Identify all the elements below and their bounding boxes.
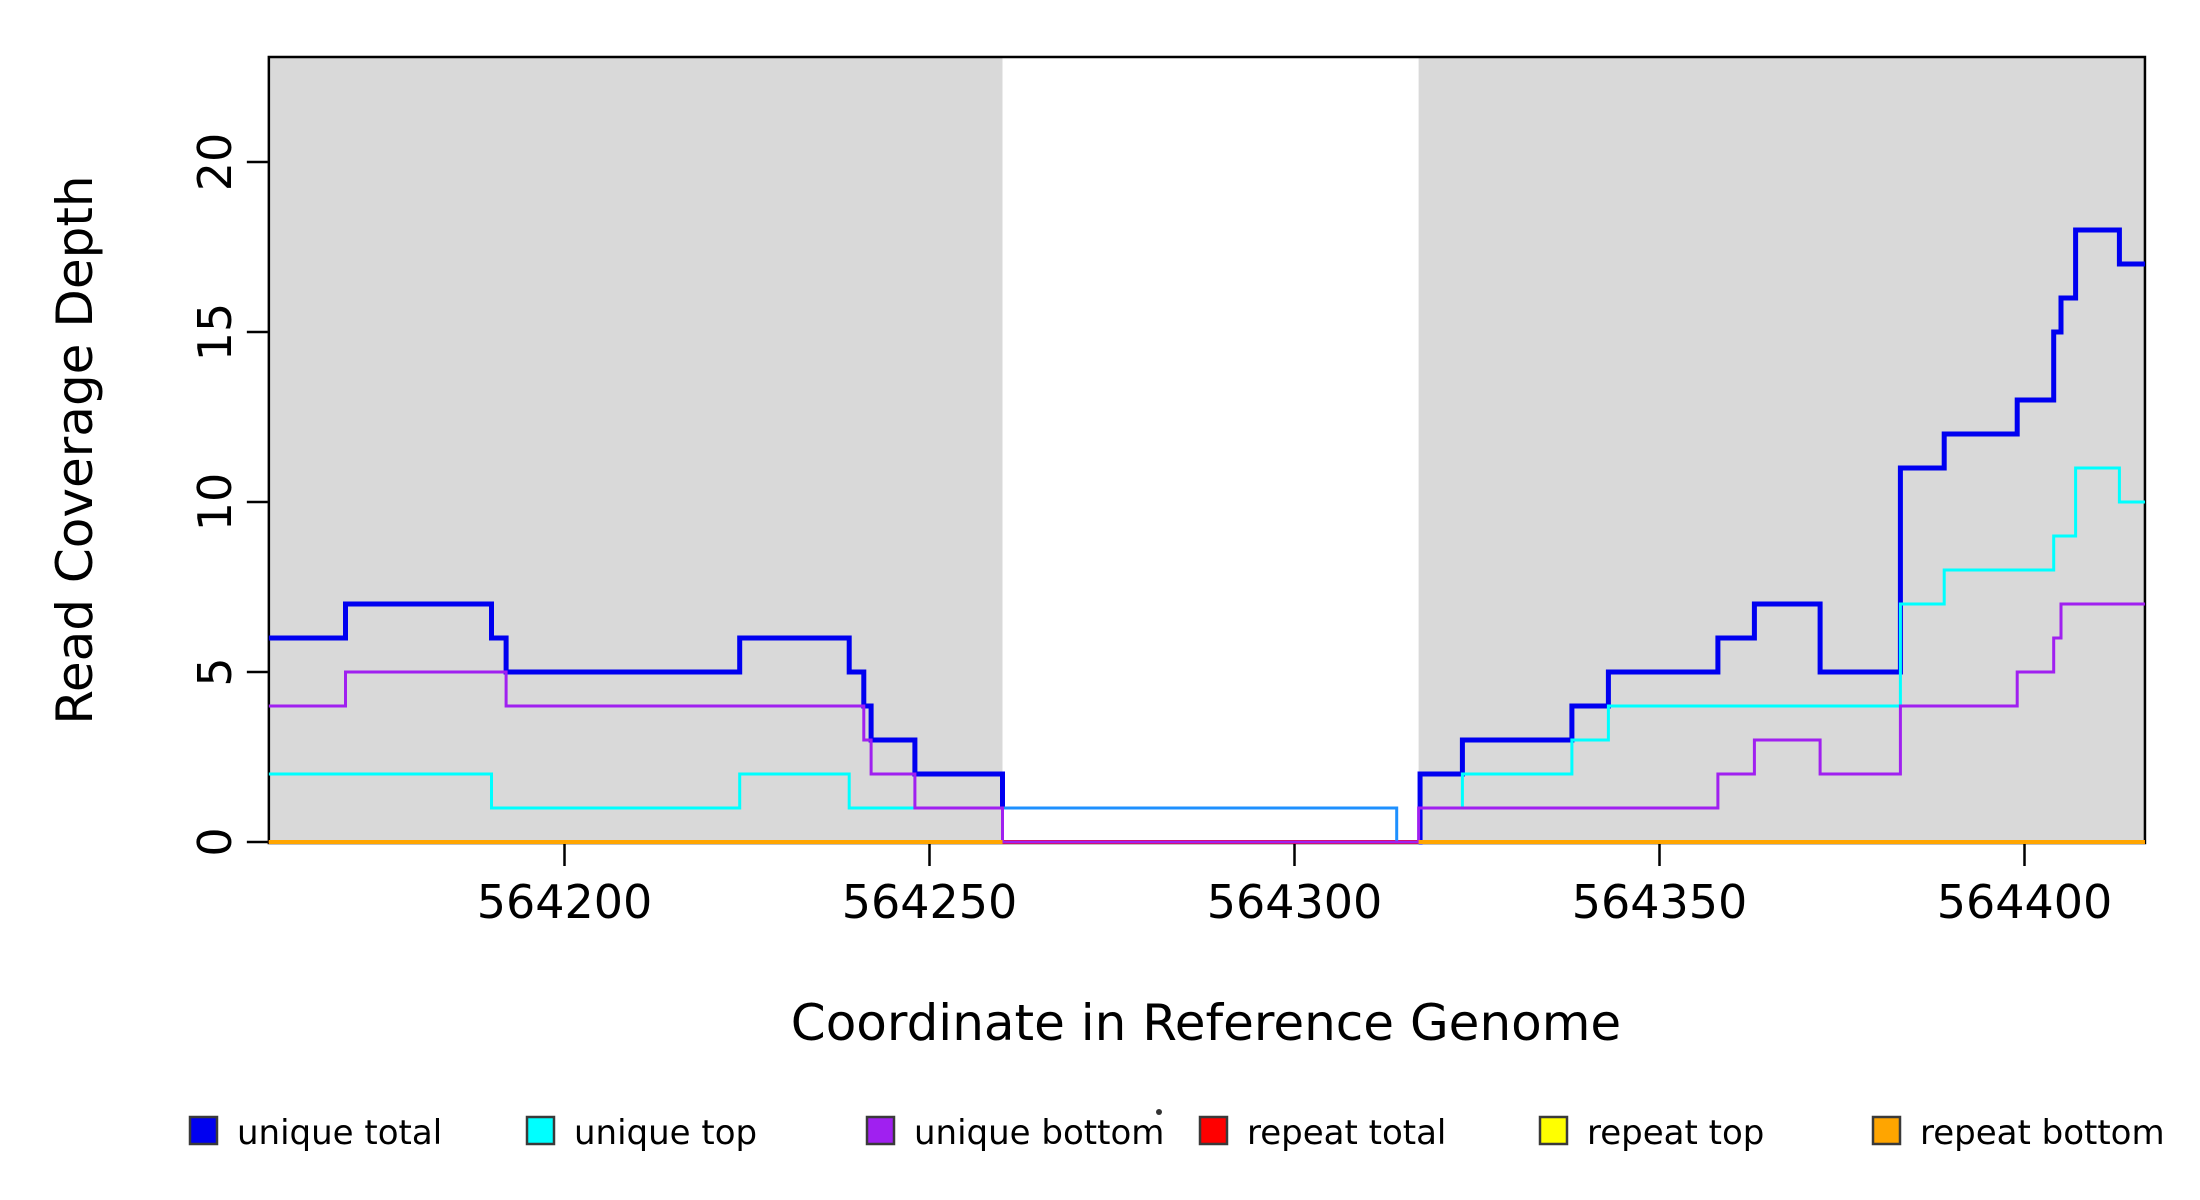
x-tick-label: 564250 xyxy=(842,875,1018,929)
y-tick-label: 10 xyxy=(188,473,242,532)
legend-label: unique bottom xyxy=(914,1113,1164,1153)
x-axis-title: Coordinate in Reference Genome xyxy=(791,994,1621,1052)
legend-item: unique top xyxy=(525,1113,757,1153)
series-layer xyxy=(268,227,2145,845)
legend: unique total unique top unique bottom re… xyxy=(188,1109,2165,1153)
legend-label: repeat top xyxy=(1587,1113,1764,1153)
legend-swatch-repeat-bottom xyxy=(1871,1115,1902,1146)
x-tick-label: 564400 xyxy=(1937,875,2113,929)
legend-item: unique bottom xyxy=(865,1113,1164,1153)
shaded-region xyxy=(268,57,1003,843)
series-line-unique-total xyxy=(1417,227,2145,845)
legend-label: repeat bottom xyxy=(1920,1113,2165,1153)
x-axis: 564200 564250 564300 564350 564400 xyxy=(477,844,2113,929)
legend-item: unique total xyxy=(188,1113,442,1153)
legend-label: unique total xyxy=(237,1113,442,1153)
y-tick-label: 15 xyxy=(188,303,242,362)
series-line-unique-total xyxy=(268,601,1005,808)
y-axis: 0 5 10 15 20 xyxy=(188,133,268,857)
legend-item: repeat bottom xyxy=(1871,1113,2165,1153)
x-tick-label: 564350 xyxy=(1572,875,1748,929)
series-line-unique-bottom xyxy=(268,602,2145,844)
stray-dot xyxy=(1156,1109,1162,1115)
y-tick-label: 0 xyxy=(188,827,242,856)
series-line-unique-top xyxy=(268,772,1003,810)
x-tick-label: 564200 xyxy=(477,875,653,929)
y-axis-title: Read Coverage Depth xyxy=(46,175,104,724)
y-tick-label: 5 xyxy=(188,657,242,686)
legend-swatch-unique-total xyxy=(188,1115,219,1146)
legend-label: repeat total xyxy=(1247,1113,1446,1153)
legend-label: unique top xyxy=(574,1113,757,1153)
legend-item: repeat top xyxy=(1538,1113,1764,1153)
legend-swatch-unique-bottom xyxy=(865,1115,896,1146)
shaded-region xyxy=(1418,57,2145,843)
shaded-region-layer xyxy=(268,57,2145,843)
y-tick-label: 20 xyxy=(188,133,242,192)
x-tick-label: 564300 xyxy=(1207,875,1383,929)
legend-item: repeat total xyxy=(1198,1113,1446,1153)
legend-swatch-repeat-total xyxy=(1198,1115,1229,1146)
legend-swatch-unique-top xyxy=(525,1115,556,1146)
legend-swatch-repeat-top xyxy=(1538,1115,1569,1146)
series-line-unique-top xyxy=(1418,466,2145,810)
